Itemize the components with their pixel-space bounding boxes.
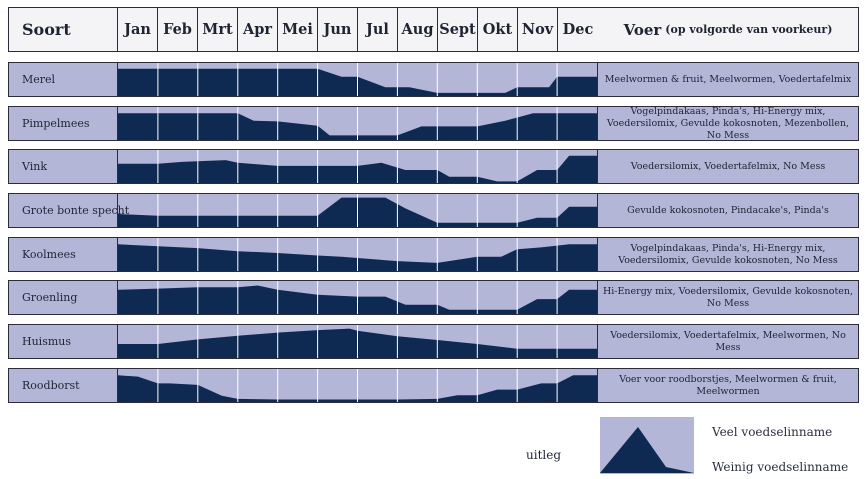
- header-soort: Soort: [9, 8, 118, 51]
- species-name: Grote bonte specht: [9, 194, 129, 227]
- intake-chart: [118, 194, 598, 227]
- species-name: Huismus: [9, 325, 118, 358]
- intake-chart-svg: [118, 369, 597, 402]
- month-header-sept: Sept: [438, 8, 478, 51]
- table-header: Soort Jan Feb Mrt Apr Mei Jun Jul Aug Sept Okt Nov…: [8, 7, 859, 52]
- month-header-okt: Okt: [478, 8, 518, 51]
- intake-chart: [118, 281, 598, 314]
- food-preference: Voer voor roodborstjes, Meelwormen & fru…: [619, 373, 837, 397]
- species-name: Koolmees: [9, 238, 118, 271]
- month-header-nov: Nov: [518, 8, 558, 51]
- species-row: Roodborst Voer voor roodborstjes, Meelwor…: [8, 368, 859, 403]
- month-header-jun: Jun: [318, 8, 358, 51]
- intake-chart-svg: [118, 150, 597, 183]
- intake-chart-svg: [118, 63, 597, 96]
- month-header-mei: Mei: [278, 8, 318, 51]
- intake-chart: [118, 150, 598, 183]
- species-name: Vink: [9, 150, 118, 183]
- species-name: Merel: [9, 63, 118, 96]
- legend-swatch-svg: [600, 417, 694, 474]
- legend-label: uitleg: [526, 448, 562, 462]
- food-preference: Gevulde kokosnoten, Pindacake's, Pinda's: [627, 204, 829, 216]
- intake-chart: [118, 238, 598, 271]
- header-voer-sub: (op volgorde van voorkeur): [665, 23, 833, 36]
- legend-swatch-peak: [600, 427, 694, 473]
- month-header-jan: Jan: [118, 8, 158, 51]
- food-preference: Voedersilomix, Voedertafelmix, No Mess: [630, 160, 826, 172]
- species-name: Pimpelmees: [9, 107, 118, 140]
- month-header-apr: Apr: [238, 8, 278, 51]
- intake-chart: [118, 63, 598, 96]
- species-row: Huismus Voedersilomix, Voedertafelmix, Me…: [8, 324, 859, 359]
- species-name: Roodborst: [9, 369, 118, 402]
- species-row: Groenling Hi-Energy mix, Voedersilomix, G…: [8, 280, 859, 315]
- month-header-aug: Aug: [398, 8, 438, 51]
- species-row: Koolmees Vogelpindakaas, Pinda's, Hi-Ener…: [8, 237, 859, 272]
- food-preference: Vogelpindakaas, Pinda's, Hi-Energy mix, …: [618, 242, 838, 266]
- species-name: Groenling: [9, 281, 118, 314]
- food-preference: Vogelpindakaas, Pinda's, Hi-Energy mix, …: [606, 105, 850, 141]
- species-row: Vink Voedersilomix, Voedertafelmix, No Me…: [8, 149, 859, 184]
- intake-chart: [118, 107, 598, 140]
- intake-chart-svg: [118, 238, 597, 271]
- month-header-feb: Feb: [158, 8, 198, 51]
- intake-chart: [118, 369, 598, 402]
- species-row: Grote bonte specht Gevulde kokosnoten, Pi…: [8, 193, 859, 228]
- intake-chart-svg: [118, 281, 597, 314]
- month-header-jul: Jul: [358, 8, 398, 51]
- food-preference: Voedersilomix, Voedertafelmix, Meelworme…: [610, 329, 846, 353]
- month-header-mrt: Mrt: [198, 8, 238, 51]
- food-preference: Hi-Energy mix, Voedersilomix, Gevulde ko…: [602, 285, 854, 309]
- month-headers: Jan Feb Mrt Apr Mei Jun Jul Aug Sept Okt Nov Dec: [118, 8, 598, 51]
- intake-chart-svg: [118, 107, 597, 140]
- intake-chart-svg: [118, 194, 597, 227]
- legend-high: Veel voedselinname: [712, 425, 833, 439]
- species-row: Pimpelmees Vogelpindakaas, Pinda's, Hi-En…: [8, 106, 859, 141]
- food-preference: Meelwormen & fruit, Meelwormen, Voederta…: [604, 73, 852, 85]
- intake-chart: [118, 325, 598, 358]
- month-header-dec: Dec: [562, 21, 594, 38]
- header-voer-label: Voer: [623, 20, 662, 39]
- intake-chart-svg: [118, 325, 597, 358]
- legend-swatch: [600, 417, 694, 478]
- species-row: Merel Meelwormen & fruit, Meelwormen, Voe…: [8, 62, 859, 97]
- header-voer: Voer (op volgorde van voorkeur): [598, 8, 858, 51]
- legend-low: Weinig voedselinname: [712, 460, 849, 474]
